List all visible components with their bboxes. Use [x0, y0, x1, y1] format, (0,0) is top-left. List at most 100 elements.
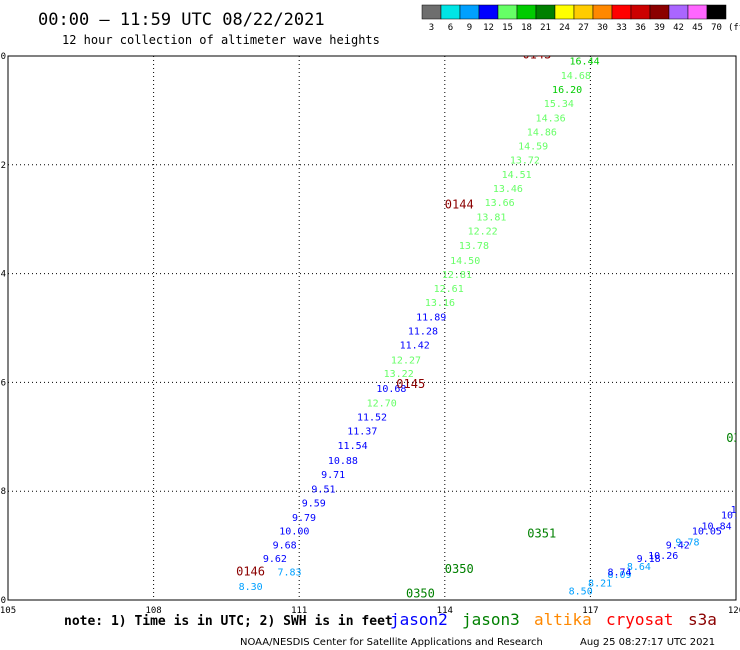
colorbar-swatch: [592, 4, 613, 20]
data-point: 14.50: [450, 256, 480, 267]
colorbar-swatch: [630, 4, 651, 20]
y-tick-label: -58: [0, 487, 6, 497]
data-point: 13.22: [384, 369, 414, 380]
data-point: 12.61: [434, 284, 464, 295]
x-tick-label: 108: [145, 606, 161, 616]
colorbar-label: 21: [540, 23, 551, 33]
colorbar-swatch: [668, 4, 689, 20]
colorbar-label: 27: [578, 23, 589, 33]
data-point: 13.66: [485, 198, 515, 209]
pass-labels: 0143 0144 0145 0146 0350 0350 0351 0351: [236, 48, 740, 600]
data-point: 8.64: [627, 562, 651, 573]
data-point: 12.27: [391, 355, 421, 366]
data-point: 11.37: [347, 427, 377, 438]
data-point: 9.78: [675, 538, 699, 549]
data-point: 13.81: [476, 212, 506, 223]
data-point: 14.88: [578, 43, 608, 54]
x-tick-label: 111: [291, 606, 307, 616]
colorbar-swatch: [440, 4, 461, 20]
y-tick-label: -54: [0, 270, 6, 280]
pass-label: 0146: [236, 565, 265, 579]
colorbar-label: 24: [559, 23, 570, 33]
colorbar-swatch: [611, 4, 632, 20]
mission-altika: altika: [534, 610, 592, 629]
colorbar-swatch: [687, 4, 708, 20]
colorbar-swatch: [516, 4, 537, 20]
y-tick-label: -60: [0, 596, 6, 606]
colorbar-label: 45: [692, 23, 703, 33]
data-point: 10.68: [376, 384, 406, 395]
data-point: 11.54: [338, 441, 368, 452]
pass-label: 0143: [522, 48, 551, 62]
colorbar-swatch: [459, 4, 480, 20]
data-point: 16.44: [570, 57, 600, 68]
footer-note: note: 1) Time is in UTC; 2) SWH is in fe…: [64, 614, 393, 629]
mission-jason3: jason3: [462, 610, 520, 629]
colorbar-label: 39: [654, 23, 665, 33]
data-point: 13.78: [459, 241, 489, 252]
mission-s3a: s3a: [688, 610, 717, 629]
data-point: 12.70: [367, 398, 397, 409]
data-point: 9.51: [311, 484, 335, 495]
y-tick-label: -56: [0, 378, 6, 388]
data-point: 9.59: [302, 498, 326, 509]
mission-jason2: jason2: [390, 610, 448, 629]
data-point: 8.21: [588, 578, 612, 589]
data-point: 13.72: [510, 156, 540, 167]
colorbar-swatch: [573, 4, 594, 20]
colorbar-label: 9: [467, 23, 472, 33]
data-point: 14.68: [561, 71, 591, 82]
colorbar-unit: (ft): [728, 23, 740, 33]
data-point: 14.51: [502, 170, 532, 181]
y-tick-label: -50: [0, 52, 6, 62]
data-point: 10.84: [702, 521, 732, 532]
data-point-group: 8.30 7.83 9.62 9.68 10.00 9.79 9.59 9.51 9.71 10.…: [239, 43, 740, 598]
data-point: 13.16: [425, 298, 455, 309]
data-point: 9.62: [263, 554, 287, 565]
colorbar-swatch: [535, 4, 556, 20]
x-tick-label: 114: [437, 606, 453, 616]
gridlines: [8, 56, 736, 600]
y-tick-labels: -50 -52 -54 -56 -58 -60: [0, 52, 6, 606]
x-tick-label: 117: [582, 606, 598, 616]
data-point: 7.83: [277, 568, 301, 579]
x-tick-labels: 105 108 111 114 117 120: [0, 606, 740, 616]
pass-label: 0351: [527, 526, 556, 540]
footer-timestamp: Aug 25 08:27:17 UTC 2021: [580, 637, 715, 648]
data-point: 10.05: [692, 527, 722, 538]
x-tick-label: 120: [728, 606, 740, 616]
data-point: 11.28: [408, 327, 438, 338]
data-points: 8.30 7.83 9.62 9.68 10.00 9.79 9.59 9.51 9.71 10.…: [239, 43, 740, 598]
plot-area: 105 108 111 114 117 120 -50 -52 -54 -56 -58 -60 8.…: [0, 43, 740, 616]
colorbar-label: 30: [597, 23, 608, 33]
mission-legend: jason2 jason3 altika cryosat s3a: [390, 610, 717, 629]
chart-subtitle: 12 hour collection of altimeter wave hei…: [62, 33, 380, 47]
colorbar-label: 70: [711, 23, 722, 33]
colorbar-swatch: [421, 4, 442, 20]
colorbar-label: 15: [502, 23, 513, 33]
pass-label: 0350: [445, 562, 474, 576]
data-point: 8.09: [607, 570, 631, 581]
data-point: 10.12: [721, 510, 740, 521]
data-point: 10.00: [279, 527, 309, 538]
data-point: 12.22: [468, 226, 498, 237]
colorbar-swatch: [497, 4, 518, 20]
pass-label: 0351: [726, 431, 740, 445]
colorbar-label: 36: [635, 23, 646, 33]
x-tick-label: 105: [0, 606, 16, 616]
pass-label: 0145: [396, 377, 425, 391]
data-point: 9.71: [321, 470, 345, 481]
colorbar-label: 42: [673, 23, 684, 33]
pass-label: 0350: [406, 586, 435, 600]
data-point: 15.34: [544, 99, 574, 110]
data-point: 11.89: [416, 312, 446, 323]
y-tick-label: -52: [0, 161, 6, 171]
footer-credit: NOAA/NESDIS Center for Satellite Applica…: [240, 637, 543, 648]
data-point: 10.26: [648, 551, 678, 562]
colorbar-label: 33: [616, 23, 627, 33]
plot-frame: [7, 55, 737, 601]
pass-label: 0144: [445, 197, 474, 211]
colorbar-label: 12: [483, 23, 494, 33]
mission-cryosat: cryosat: [606, 610, 673, 629]
